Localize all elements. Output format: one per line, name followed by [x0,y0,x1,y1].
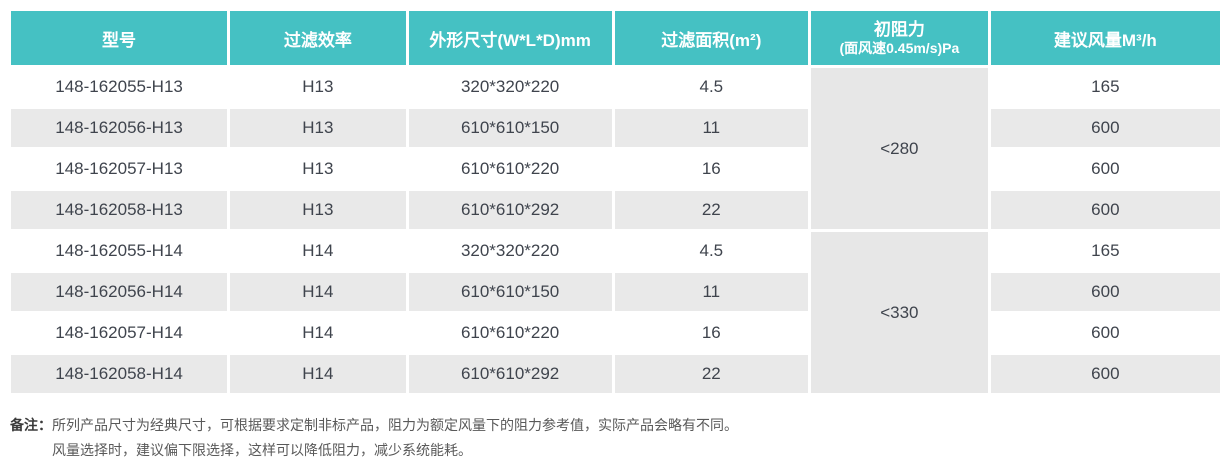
col-header-resistance-subtitle: (面风速0.45m/s)Pa [839,39,960,56]
cell-airflow: 600 [990,355,1220,393]
cell-efficiency: H13 [230,68,406,106]
cell-dimensions: 610*610*220 [408,314,612,352]
cell-area: 22 [614,355,809,393]
cell-efficiency: H14 [230,355,406,393]
col-header-dimensions: 外形尺寸(W*L*D)mm [408,11,612,65]
cell-efficiency: H14 [230,273,406,311]
remarks-section: 备注： 所列产品尺寸为经典尺寸，可根据要求定制非标产品，阻力为额定风量下的阻力参… [8,413,1223,463]
cell-model: 148-162058-H13 [11,191,228,229]
cell-area: 16 [614,150,809,188]
cell-dimensions: 610*610*150 [408,109,612,147]
cell-airflow: 600 [990,150,1220,188]
remarks-text: 所列产品尺寸为经典尺寸，可根据要求定制非标产品，阻力为额定风量下的阻力参考值，实… [52,413,738,463]
cell-airflow: 600 [990,191,1220,229]
table-row: 148-162056-H13 H13 610*610*150 11 600 [11,109,1220,147]
cell-model: 148-162055-H14 [11,232,228,270]
cell-model: 148-162056-H14 [11,273,228,311]
cell-efficiency: H14 [230,314,406,352]
cell-airflow: 165 [990,68,1220,106]
cell-efficiency: H13 [230,150,406,188]
cell-dimensions: 610*610*220 [408,150,612,188]
cell-airflow: 600 [990,314,1220,352]
remark-line-1: 所列产品尺寸为经典尺寸，可根据要求定制非标产品，阻力为额定风量下的阻力参考值，实… [52,417,738,433]
table-row: 148-162056-H14 H14 610*610*150 11 600 [11,273,1220,311]
cell-model: 148-162057-H13 [11,150,228,188]
cell-resistance-h13: <280 [811,68,988,229]
cell-dimensions: 610*610*150 [408,273,612,311]
cell-dimensions: 320*320*220 [408,68,612,106]
col-header-model: 型号 [11,11,228,65]
col-header-airflow: 建议风量M³/h [990,11,1220,65]
cell-airflow: 165 [990,232,1220,270]
remark-line-2: 风量选择时，建议偏下限选择，这样可以降低阻力，减少系统能耗。 [52,442,472,458]
cell-area: 11 [614,273,809,311]
cell-area: 11 [614,109,809,147]
cell-efficiency: H13 [230,109,406,147]
cell-efficiency: H14 [230,232,406,270]
cell-airflow: 600 [990,273,1220,311]
remarks-label: 备注： [10,417,52,433]
table-row: 148-162055-H14 H14 320*320*220 4.5 <330 … [11,232,1220,393]
cell-dimensions: 610*610*292 [408,355,612,393]
table-row: 148-162057-H14 H14 610*610*220 16 600 [11,314,1220,352]
table-row: 148-162058-H13 H13 610*610*292 22 600 [11,191,1220,229]
cell-model: 148-162055-H13 [11,68,228,106]
cell-dimensions: 320*320*220 [408,232,612,270]
cell-model: 148-162058-H14 [11,355,228,393]
cell-airflow: 600 [990,109,1220,147]
cell-efficiency: H13 [230,191,406,229]
header-row: 型号 过滤效率 外形尺寸(W*L*D)mm 过滤面积(m²) 初阻力 (面风速0… [11,11,1220,65]
cell-area: 22 [614,191,809,229]
table-row: 148-162055-H13 H13 320*320*220 4.5 <280 … [11,68,1220,229]
table-row: 148-162057-H13 H13 610*610*220 16 600 [11,150,1220,188]
table-row: 148-162058-H14 H14 610*610*292 22 600 [11,355,1220,393]
col-header-resistance-title: 初阻力 [873,19,925,39]
cell-area: 4.5 [614,68,809,106]
cell-model: 148-162056-H13 [11,109,228,147]
col-header-area: 过滤面积(m²) [614,11,809,65]
cell-resistance-h14: <330 [811,232,988,393]
cell-area: 16 [614,314,809,352]
cell-dimensions: 610*610*292 [408,191,612,229]
col-header-efficiency: 过滤效率 [230,11,406,65]
cell-area: 4.5 [614,232,809,270]
filter-spec-table: 型号 过滤效率 外形尺寸(W*L*D)mm 过滤面积(m²) 初阻力 (面风速0… [8,8,1223,396]
cell-model: 148-162057-H14 [11,314,228,352]
col-header-resistance: 初阻力 (面风速0.45m/s)Pa [811,11,988,65]
